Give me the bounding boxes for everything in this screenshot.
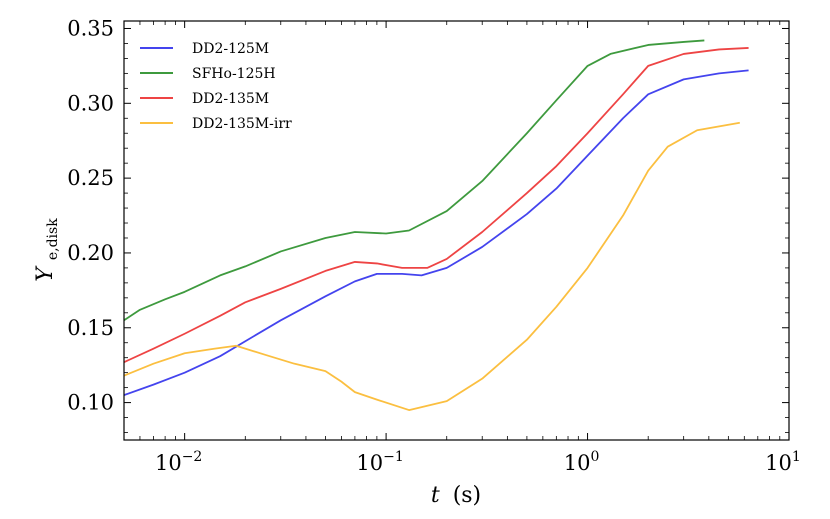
series-line-sfho-125h bbox=[123, 39, 705, 322]
x-tick-exponent: −1 bbox=[383, 449, 404, 465]
y-tick-label: 0.25 bbox=[67, 166, 114, 190]
x-tick-exponent: −2 bbox=[182, 449, 203, 465]
y-tick-label: 0.35 bbox=[67, 16, 114, 40]
x-tick-exponent: 0 bbox=[590, 449, 599, 465]
y-tick-label: 0.30 bbox=[67, 91, 114, 115]
series-line-dd2-135m-irr bbox=[123, 121, 740, 411]
plot-frame bbox=[123, 20, 790, 441]
x-tick-label: 10−1 bbox=[356, 449, 403, 475]
x-tick-base: 10 bbox=[765, 451, 792, 475]
x-tick-base: 10 bbox=[356, 451, 383, 475]
y-axis-label: Y e,disk bbox=[33, 218, 61, 282]
legend-label-sfho-125h: SFHo-125H bbox=[192, 66, 276, 82]
y-axis-subscript: e,disk bbox=[45, 218, 61, 260]
x-tick-base: 10 bbox=[155, 451, 182, 475]
legend-label-dd2-135m: DD2-135M bbox=[192, 91, 269, 107]
y-tick-label: 0.10 bbox=[67, 391, 114, 415]
x-tick-label: 101 bbox=[765, 449, 801, 475]
y-tick-label: 0.20 bbox=[67, 241, 114, 265]
y-tick-label: 0.15 bbox=[67, 316, 114, 340]
series-line-dd2-125m bbox=[123, 69, 749, 396]
x-axis-unit: (s) bbox=[453, 483, 481, 508]
legend-label-dd2-135m-irr: DD2-135M-irr bbox=[192, 116, 292, 132]
x-tick-exponent: 1 bbox=[792, 449, 801, 465]
x-axis-variable: t bbox=[431, 483, 440, 508]
x-tick-base: 10 bbox=[564, 451, 591, 475]
x-tick-label: 10−2 bbox=[155, 449, 202, 475]
legend: DD2-125M SFHo-125H DD2-135M DD2-135M-irr bbox=[140, 41, 292, 132]
legend-label-dd2-125m: DD2-125M bbox=[192, 41, 269, 57]
y-axis-variable: Y bbox=[33, 265, 58, 282]
series-line-dd2-135m bbox=[123, 47, 749, 364]
x-axis-label: t (s) bbox=[431, 483, 481, 508]
series-layer bbox=[123, 39, 749, 411]
x-tick-label: 100 bbox=[564, 449, 600, 475]
